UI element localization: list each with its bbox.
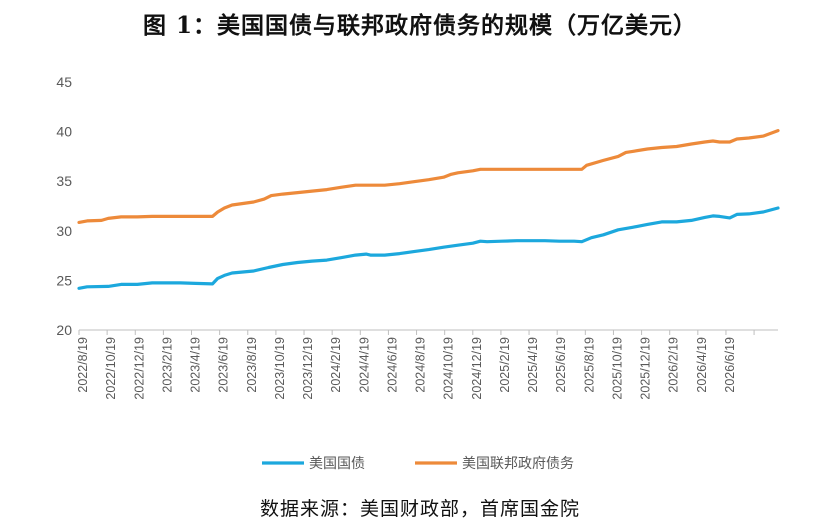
x-tick-label: 2022/12/19 [132,337,146,400]
x-tick-label: 2025/10/19 [610,337,624,400]
x-tick-label: 2024/4/19 [357,337,371,393]
series-line-treasury [77,206,780,290]
x-tick-label: 2024/6/19 [385,337,399,393]
x-tick-label: 2023/10/19 [273,337,287,400]
x-tick-label: 2025/2/19 [498,337,512,393]
x-tick-label: 2024/8/19 [414,337,428,393]
legend-label: 美国联邦政府债务 [462,456,574,472]
x-tick-label: 2025/6/19 [554,337,568,393]
chart-title: 图 1：美国国债与联邦政府债务的规模（万亿美元） [142,12,697,39]
x-tick-label: 2026/6/19 [723,337,737,393]
y-axis: 20 25 30 35 40 45 [56,74,72,338]
x-tick-label: 2023/6/19 [217,337,231,393]
x-tick-label: 2023/8/19 [245,337,259,393]
legend: 美国国债 美国联邦政府债务 [262,456,574,472]
legend-label: 美国国债 [309,456,365,472]
y-tick-label: 30 [56,223,72,239]
x-tick-label: 2026/4/19 [695,337,709,393]
x-tick-label: 2023/4/19 [189,337,203,393]
y-tick-label: 25 [56,272,72,288]
x-tick-label: 2024/12/19 [470,337,484,400]
x-tick-label: 2023/2/19 [160,337,174,393]
x-tick-label: 2025/4/19 [526,337,540,393]
x-tick-label: 2022/10/19 [104,337,118,400]
series-layer [77,129,780,290]
x-tick-label: 2025/12/19 [639,337,653,400]
x-tick-label: 2026/2/19 [667,337,681,393]
y-tick-label: 45 [56,74,72,90]
x-tick-label: 2024/10/19 [442,337,456,400]
x-tick-label: 2025/8/19 [582,337,596,393]
y-tick-label: 40 [56,124,72,140]
series-line-federal-debt [77,129,780,224]
x-axis: 2022/8/19 2022/10/19 2022/12/19 2023/2/19 20… [76,329,778,400]
y-tick-label: 20 [56,322,72,338]
y-tick-label: 35 [56,173,72,189]
x-tick-label: 2024/2/19 [329,337,343,393]
x-tick-label: 2022/8/19 [76,337,90,393]
source-note: 数据来源：美国财政部，首席国金院 [259,498,580,520]
x-tick-label: 2023/12/19 [301,337,315,400]
